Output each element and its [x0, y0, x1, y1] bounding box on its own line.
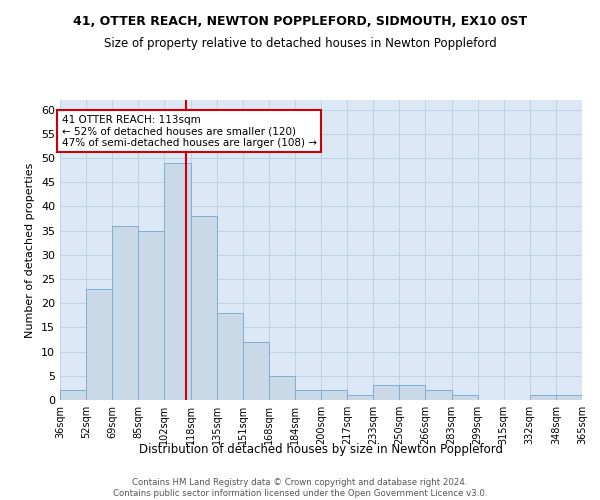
Bar — [556, 395, 582, 400]
Bar — [321, 390, 347, 400]
Text: 41 OTTER REACH: 113sqm
← 52% of detached houses are smaller (120)
47% of semi-de: 41 OTTER REACH: 113sqm ← 52% of detached… — [62, 114, 317, 148]
Bar — [60, 390, 86, 400]
Bar — [112, 226, 139, 400]
Text: Size of property relative to detached houses in Newton Poppleford: Size of property relative to detached ho… — [104, 38, 496, 51]
Bar — [452, 395, 478, 400]
Text: 41, OTTER REACH, NEWTON POPPLEFORD, SIDMOUTH, EX10 0ST: 41, OTTER REACH, NEWTON POPPLEFORD, SIDM… — [73, 15, 527, 28]
Bar — [139, 230, 164, 400]
Bar — [295, 390, 321, 400]
Bar — [191, 216, 217, 400]
Bar — [217, 313, 243, 400]
Bar — [530, 395, 556, 400]
Bar — [243, 342, 269, 400]
Bar — [425, 390, 452, 400]
Bar — [86, 288, 112, 400]
Bar — [269, 376, 295, 400]
Text: Distribution of detached houses by size in Newton Poppleford: Distribution of detached houses by size … — [139, 442, 503, 456]
Bar — [164, 163, 191, 400]
Bar — [347, 395, 373, 400]
Bar — [400, 386, 425, 400]
Y-axis label: Number of detached properties: Number of detached properties — [25, 162, 35, 338]
Text: Contains HM Land Registry data © Crown copyright and database right 2024.
Contai: Contains HM Land Registry data © Crown c… — [113, 478, 487, 498]
Bar — [373, 386, 400, 400]
